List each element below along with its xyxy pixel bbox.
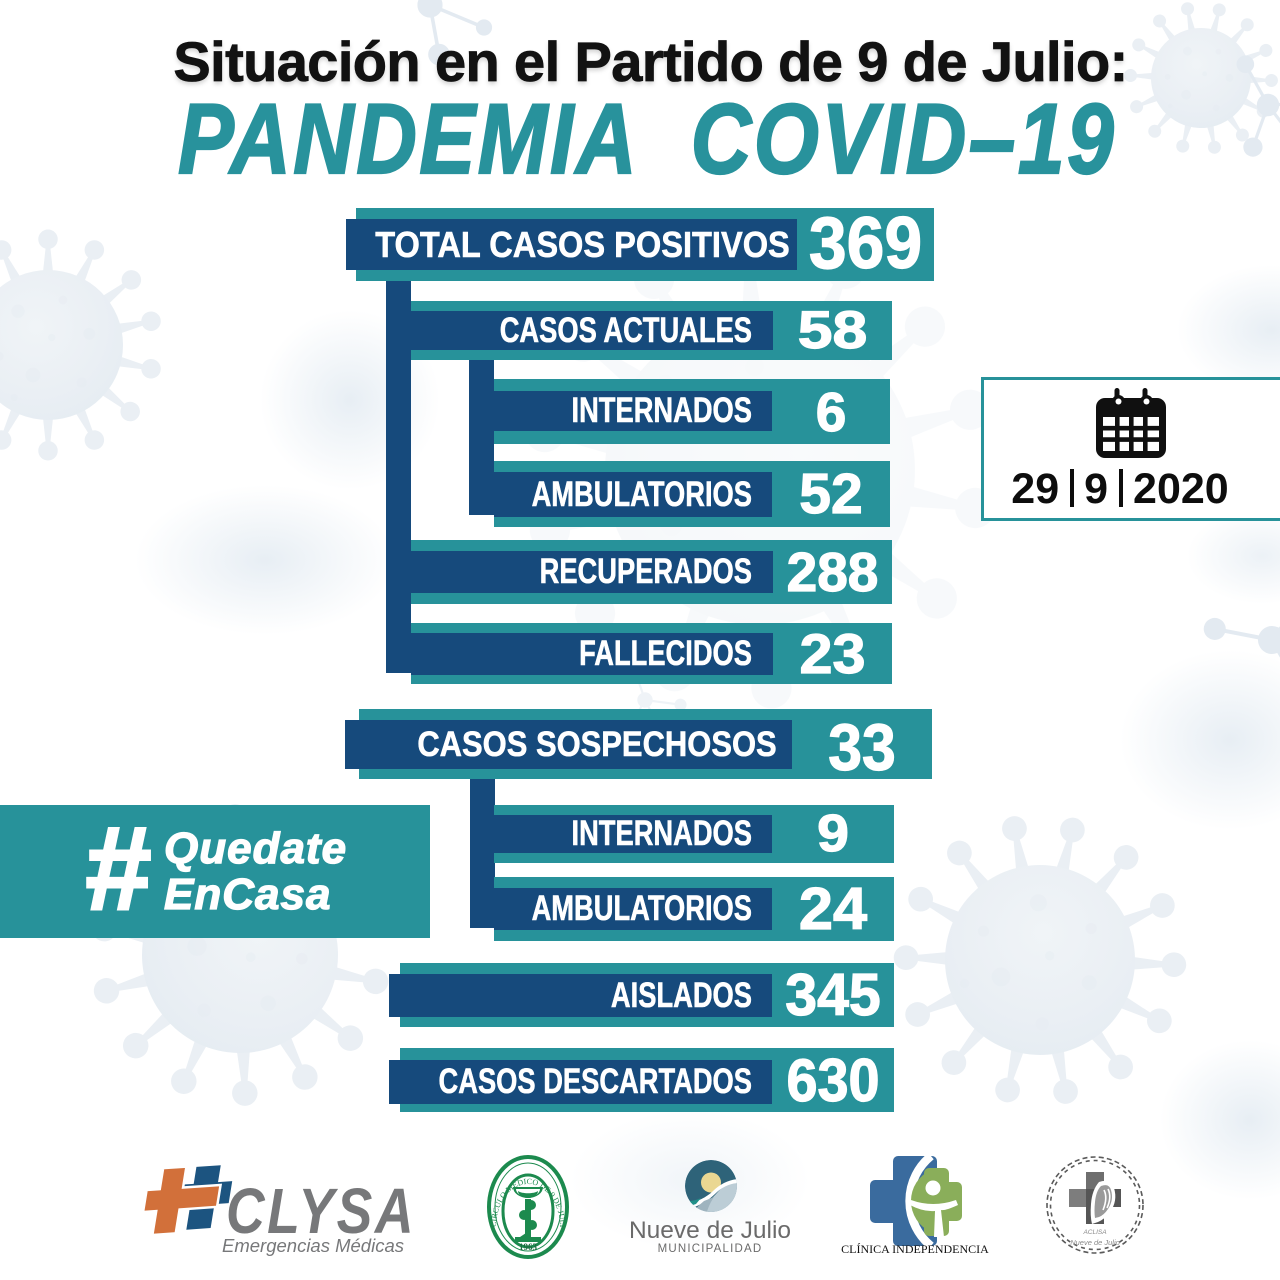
svg-text:CLYSA: CLYSA bbox=[226, 1175, 416, 1247]
svg-text:Nueve de Julio: Nueve de Julio bbox=[1070, 1238, 1120, 1247]
svg-text:ACLISA: ACLISA bbox=[1082, 1229, 1106, 1236]
svg-text:1963: 1963 bbox=[519, 1242, 538, 1252]
